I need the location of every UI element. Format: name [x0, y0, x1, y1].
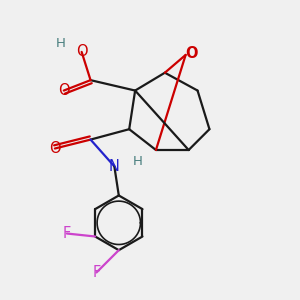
Text: N: N — [109, 159, 120, 174]
Text: O: O — [58, 83, 70, 98]
Text: H: H — [133, 155, 143, 168]
Text: F: F — [63, 226, 71, 241]
Text: F: F — [92, 265, 101, 280]
Text: O: O — [185, 46, 198, 61]
Text: H: H — [56, 37, 66, 50]
Text: O: O — [76, 44, 88, 59]
Text: O: O — [49, 141, 61, 156]
